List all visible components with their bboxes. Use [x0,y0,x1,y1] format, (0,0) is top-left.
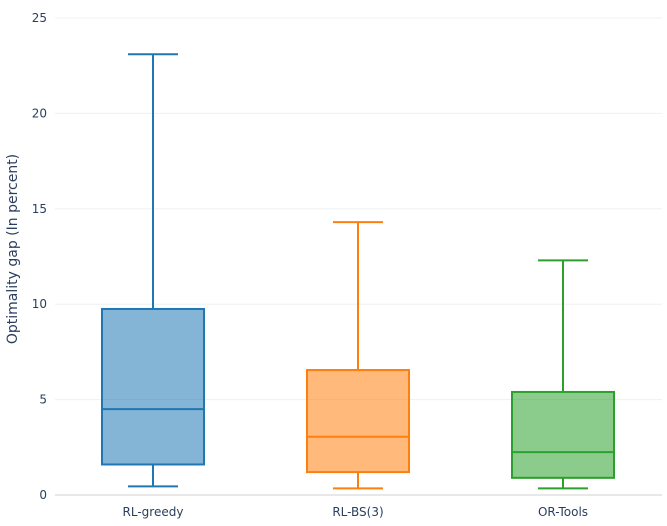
x-tick-label: RL-greedy [123,505,184,519]
box-1 [101,53,205,488]
box-2 [306,221,410,490]
y-tick-label: 5 [39,393,47,407]
iqr-box [511,390,615,479]
y-tick-label: 10 [32,297,47,311]
y-tick-label: 20 [32,106,47,120]
y-tick-labels: 0 5 10 15 20 25 [32,11,47,502]
y-tick-label: 15 [32,202,47,216]
y-tick-label: 25 [32,11,47,25]
iqr-box [101,307,205,466]
x-tick-label: OR-Tools [538,505,588,519]
y-axis-title: Optimality gap (In percent) [5,154,21,344]
x-tick-labels: RL-greedy RL-BS(3) OR-Tools [123,505,589,519]
x-tick-label: RL-BS(3) [332,505,383,519]
box-3 [511,259,615,490]
y-tick-label: 0 [39,488,47,502]
boxes [101,53,615,490]
iqr-box [306,369,410,474]
